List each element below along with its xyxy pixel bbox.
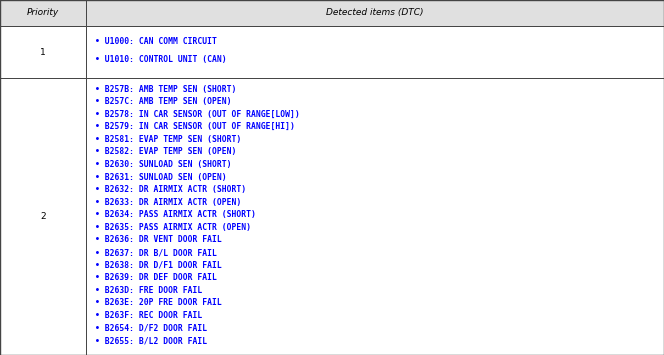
Text: • B2635: PASS AIRMIX ACTR (OPEN): • B2635: PASS AIRMIX ACTR (OPEN): [95, 223, 251, 232]
Text: • B2637: DR B/L DOOR FAIL: • B2637: DR B/L DOOR FAIL: [95, 248, 217, 257]
Text: Detected items (DTC): Detected items (DTC): [327, 9, 424, 17]
Bar: [0, 0, 86, 26]
Text: • B2582: EVAP TEMP SEN (OPEN): • B2582: EVAP TEMP SEN (OPEN): [95, 147, 236, 157]
Text: • B257B: AMB TEMP SEN (SHORT): • B257B: AMB TEMP SEN (SHORT): [95, 84, 236, 94]
Text: • B2639: DR DEF DOOR FAIL: • B2639: DR DEF DOOR FAIL: [95, 273, 217, 282]
Text: • B263E: 20P FRE DOOR FAIL: • B263E: 20P FRE DOOR FAIL: [95, 298, 222, 307]
Text: • B2631: SUNLOAD SEN (OPEN): • B2631: SUNLOAD SEN (OPEN): [95, 173, 226, 182]
Text: • B2579: IN CAR SENSOR (OUT OF RANGE[HI]): • B2579: IN CAR SENSOR (OUT OF RANGE[HI]…: [95, 122, 295, 131]
Text: • B2655: B/L2 DOOR FAIL: • B2655: B/L2 DOOR FAIL: [95, 336, 207, 345]
Text: • B2581: EVAP TEMP SEN (SHORT): • B2581: EVAP TEMP SEN (SHORT): [95, 135, 241, 144]
Text: • B2636: DR VENT DOOR FAIL: • B2636: DR VENT DOOR FAIL: [95, 235, 222, 245]
Bar: [0, 26, 86, 78]
Text: • B2634: PASS AIRMIX ACTR (SHORT): • B2634: PASS AIRMIX ACTR (SHORT): [95, 211, 256, 219]
Text: • B2632: DR AIRMIX ACTR (SHORT): • B2632: DR AIRMIX ACTR (SHORT): [95, 185, 246, 194]
Text: • B263F: REC DOOR FAIL: • B263F: REC DOOR FAIL: [95, 311, 203, 320]
Text: • B2633: DR AIRMIX ACTR (OPEN): • B2633: DR AIRMIX ACTR (OPEN): [95, 198, 241, 207]
Text: 2: 2: [41, 212, 46, 221]
Text: • B257C: AMB TEMP SEN (OPEN): • B257C: AMB TEMP SEN (OPEN): [95, 97, 232, 106]
Text: • U1010: CONTROL UNIT (CAN): • U1010: CONTROL UNIT (CAN): [95, 55, 226, 64]
Text: • B2654: D/F2 DOOR FAIL: • B2654: D/F2 DOOR FAIL: [95, 323, 207, 333]
Bar: [86, 78, 664, 355]
Text: • B2630: SUNLOAD SEN (SHORT): • B2630: SUNLOAD SEN (SHORT): [95, 160, 232, 169]
Text: • B2578: IN CAR SENSOR (OUT OF RANGE[LOW]): • B2578: IN CAR SENSOR (OUT OF RANGE[LOW…: [95, 110, 299, 119]
Text: • B2638: DR D/F1 DOOR FAIL: • B2638: DR D/F1 DOOR FAIL: [95, 261, 222, 270]
Text: Priority: Priority: [27, 9, 59, 17]
Bar: [0, 78, 86, 355]
Text: • U1000: CAN COMM CIRCUIT: • U1000: CAN COMM CIRCUIT: [95, 37, 217, 46]
Text: • B263D: FRE DOOR FAIL: • B263D: FRE DOOR FAIL: [95, 286, 203, 295]
Bar: [86, 26, 664, 78]
Text: 1: 1: [41, 48, 46, 57]
Bar: [86, 0, 664, 26]
